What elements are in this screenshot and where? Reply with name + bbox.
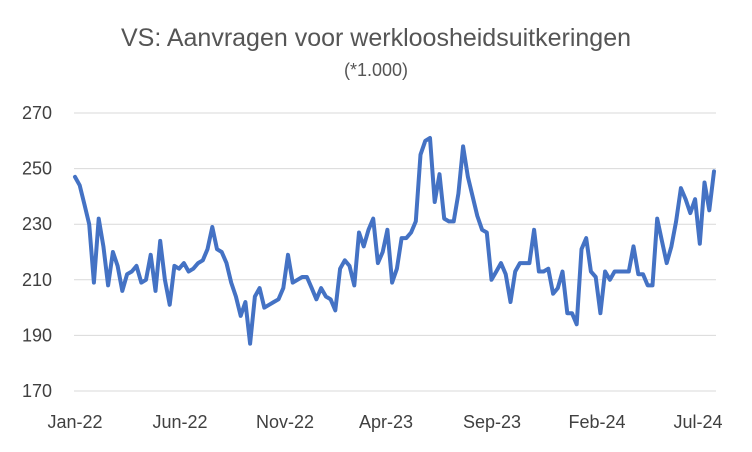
gridlines (74, 112, 716, 392)
x-tick-label: Feb-24 (568, 412, 625, 432)
x-tick-label: Jan-22 (47, 412, 102, 432)
x-tick-label: Apr-23 (359, 412, 413, 432)
x-tick-label: Nov-22 (256, 412, 314, 432)
chart-subtitle: (*1.000) (344, 60, 408, 80)
series-line-0 (73, 136, 716, 346)
x-tick-label: Jun-22 (152, 412, 207, 432)
y-tick-label: 190 (22, 325, 52, 345)
x-axis-tick-labels: Jan-22 Jun-22 Nov-22 Apr-23 Sep-23 Feb-24 Jul-… (47, 412, 722, 432)
y-tick-label: 170 (22, 381, 52, 401)
y-tick-label: 230 (22, 214, 52, 234)
y-tick-label: 270 (22, 103, 52, 123)
y-tick-label: 250 (22, 159, 52, 179)
series-layer (73, 136, 716, 346)
chart-title: VS: Aanvragen voor werkloosheidsuitkerin… (121, 24, 631, 52)
y-tick-label: 210 (22, 270, 52, 290)
y-axis-tick-labels: 170 190 210 230 250 270 (22, 103, 52, 401)
x-tick-label: Jul-24 (673, 412, 722, 432)
x-tick-label: Sep-23 (463, 412, 521, 432)
